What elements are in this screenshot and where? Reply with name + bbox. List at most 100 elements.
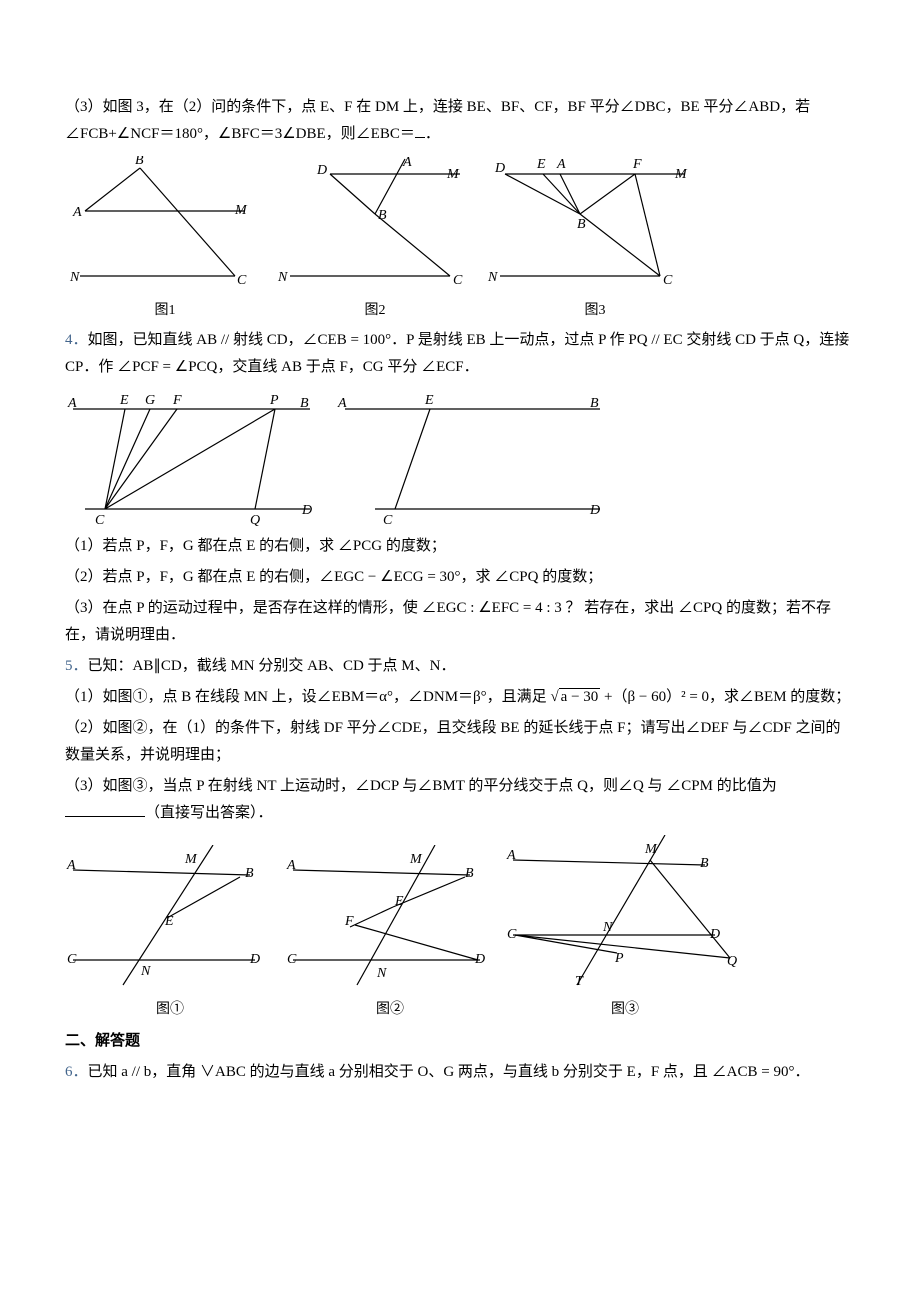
q5-fig1-svg: A M B E C N D xyxy=(65,845,275,995)
svg-text:E: E xyxy=(536,157,546,172)
q5-fig1: A M B E C N D 图① xyxy=(65,845,275,1022)
q3-fig1-svg: A B M N C xyxy=(65,156,265,296)
svg-text:M: M xyxy=(446,167,460,182)
section-2-title: 二、解答题 xyxy=(65,1028,855,1055)
svg-text:M: M xyxy=(674,167,688,182)
q5-fig3-svg: A M B C N D P T Q xyxy=(505,835,745,995)
q4-fig-right: A E B C D xyxy=(335,389,615,529)
q5-intro-text: 已知：AB∥CD，截线 MN 分别交 AB、CD 于点 M、N． xyxy=(88,658,456,674)
svg-text:A: A xyxy=(286,858,296,873)
svg-text:C: C xyxy=(453,273,463,288)
q5-fig2-label: 图② xyxy=(376,997,404,1022)
q5-sub3-b: （直接写出答案）． xyxy=(145,805,273,821)
svg-text:D: D xyxy=(589,503,600,518)
svg-text:M: M xyxy=(184,852,198,867)
q6-number: 6． xyxy=(65,1064,88,1080)
svg-text:D: D xyxy=(709,927,720,942)
q5-fig3-label: 图③ xyxy=(611,997,639,1022)
q3-fig3: D E A F M B N C 图3 xyxy=(485,156,705,323)
q5-number: 5． xyxy=(65,658,88,674)
svg-text:B: B xyxy=(577,217,586,232)
worksheet-page: （3）如图 3，在（2）问的条件下，点 E、F 在 DM 上，连接 BE、BF、… xyxy=(0,0,920,1150)
svg-text:T: T xyxy=(575,974,584,989)
q4-sub1: （1）若点 P，F，G 都在点 E 的右侧，求 ∠PCG 的度数； xyxy=(65,533,855,560)
svg-text:E: E xyxy=(394,894,404,909)
svg-text:N: N xyxy=(602,920,613,935)
svg-text:N: N xyxy=(69,270,80,285)
svg-text:B: B xyxy=(465,866,474,881)
svg-text:C: C xyxy=(95,513,105,528)
q4-fig-left-svg: A E G F P B C Q D xyxy=(65,389,325,529)
q5-fig2-svg: A M B E F C N D xyxy=(285,845,495,995)
q3-fig2: D A M B N C 图2 xyxy=(275,156,475,323)
q5-sub1-radical: √a − 30 xyxy=(550,688,600,705)
svg-text:A: A xyxy=(67,396,77,411)
svg-text:B: B xyxy=(378,208,387,223)
svg-text:N: N xyxy=(376,966,387,981)
svg-text:B: B xyxy=(135,156,144,168)
svg-text:D: D xyxy=(474,952,485,967)
svg-text:Q: Q xyxy=(250,513,260,528)
svg-text:N: N xyxy=(140,964,151,979)
q5-fig2: A M B E F C N D 图② xyxy=(285,845,495,1022)
q5-intro: 5．已知：AB∥CD，截线 MN 分别交 AB、CD 于点 M、N． xyxy=(65,653,855,680)
svg-text:M: M xyxy=(644,842,658,857)
q4-sub3: （3）在点 P 的运动过程中，是否存在这样的情形，使 ∠EGC : ∠EFC =… xyxy=(65,595,855,649)
q5-sub3: （3）如图③，当点 P 在射线 NT 上运动时，∠DCP 与∠BMT 的平分线交… xyxy=(65,773,855,827)
q4-figure-row: A E G F P B C Q D xyxy=(65,389,855,529)
q3-figure-row: A B M N C 图1 D xyxy=(65,156,855,323)
q4-fig-right-svg: A E B C D xyxy=(335,389,615,529)
q5-blank xyxy=(65,801,145,817)
svg-text:N: N xyxy=(277,270,288,285)
q3-blank xyxy=(415,122,425,138)
q5-sub2: （2）如图②，在（1）的条件下，射线 DF 平分∠CDE，且交线段 BE 的延长… xyxy=(65,715,855,769)
svg-text:A: A xyxy=(556,157,566,172)
svg-text:C: C xyxy=(237,273,247,288)
q4-fig-left: A E G F P B C Q D xyxy=(65,389,325,529)
svg-text:E: E xyxy=(119,393,129,408)
svg-text:C: C xyxy=(67,952,77,967)
q3-fig1: A B M N C 图1 xyxy=(65,156,265,323)
q3-fig2-label: 图2 xyxy=(365,298,386,323)
svg-text:Q: Q xyxy=(727,954,737,969)
q3-period: ． xyxy=(425,126,440,142)
svg-text:F: F xyxy=(632,157,642,172)
svg-text:C: C xyxy=(383,513,393,528)
q6: 6．已知 a // b，直角 ∨ABC 的边与直线 a 分别相交于 O、G 两点… xyxy=(65,1059,855,1086)
q4-intro: 4．如图，已知直线 AB // 射线 CD，∠CEB = 100°．P 是射线 … xyxy=(65,327,855,381)
svg-text:D: D xyxy=(249,952,260,967)
svg-text:B: B xyxy=(300,396,309,411)
svg-text:B: B xyxy=(700,856,709,871)
q5-sub1: （1）如图①，点 B 在线段 MN 上，设∠EBM＝α°，∠DNM＝β°，且满足… xyxy=(65,684,855,711)
svg-text:D: D xyxy=(494,161,505,176)
svg-text:M: M xyxy=(234,203,248,218)
svg-text:A: A xyxy=(402,156,412,170)
q3-fig2-svg: D A M B N C xyxy=(275,156,475,296)
svg-text:D: D xyxy=(316,163,327,178)
svg-text:A: A xyxy=(66,858,76,873)
q5-fig1-label: 图① xyxy=(156,997,184,1022)
svg-text:N: N xyxy=(487,270,498,285)
svg-text:F: F xyxy=(172,393,182,408)
q3-fig3-label: 图3 xyxy=(585,298,606,323)
q5-sub1-b: +（β − 60）² = 0，求∠BEM 的度数； xyxy=(600,689,850,705)
svg-text:A: A xyxy=(337,396,347,411)
svg-text:G: G xyxy=(145,393,155,408)
svg-text:P: P xyxy=(269,393,279,408)
svg-text:M: M xyxy=(409,852,423,867)
svg-text:C: C xyxy=(287,952,297,967)
svg-text:C: C xyxy=(663,273,673,288)
q5-sub3-a: （3）如图③，当点 P 在射线 NT 上运动时，∠DCP 与∠BMT 的平分线交… xyxy=(65,778,777,794)
q4-number: 4． xyxy=(65,332,88,348)
svg-text:E: E xyxy=(164,914,174,929)
svg-text:A: A xyxy=(506,848,516,863)
q3-fig1-label: 图1 xyxy=(155,298,176,323)
svg-text:B: B xyxy=(590,396,599,411)
svg-text:B: B xyxy=(245,866,254,881)
svg-text:F: F xyxy=(344,914,354,929)
svg-text:E: E xyxy=(424,393,434,408)
q4-intro-text: 如图，已知直线 AB // 射线 CD，∠CEB = 100°．P 是射线 EB… xyxy=(65,332,849,375)
svg-text:P: P xyxy=(614,951,624,966)
q5-sub1-a: （1）如图①，点 B 在线段 MN 上，设∠EBM＝α°，∠DNM＝β°，且满足 xyxy=(65,689,550,705)
q5-figure-row: A M B E C N D 图① xyxy=(65,835,855,1022)
